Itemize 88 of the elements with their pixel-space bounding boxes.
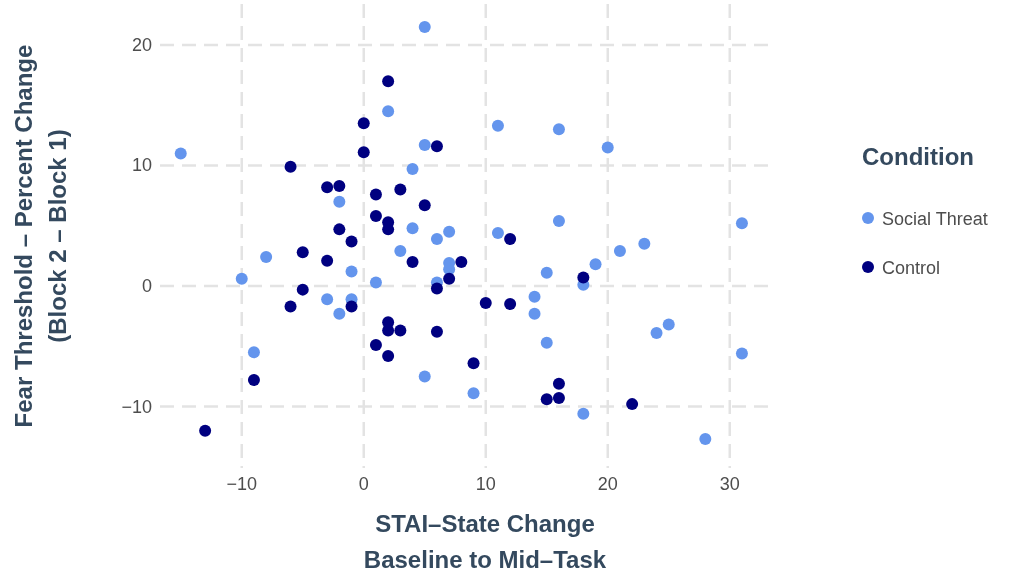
y-axis-title: Fear Threshold – Percent Change (Block 2 – Block 1) <box>10 44 71 428</box>
point <box>540 336 553 349</box>
point <box>699 433 712 446</box>
y-tick-label: 20 <box>131 34 152 55</box>
point <box>406 255 419 268</box>
point <box>345 300 358 313</box>
point <box>199 424 212 437</box>
x-tick-label: 20 <box>597 474 618 494</box>
point <box>552 214 565 227</box>
point <box>467 357 480 370</box>
point <box>540 393 553 406</box>
point <box>235 272 248 285</box>
point <box>479 296 492 309</box>
point <box>333 195 346 208</box>
point <box>430 325 443 338</box>
y-tick-label: 10 <box>131 155 152 176</box>
point <box>577 407 590 420</box>
legend-label: Social Threat <box>882 209 988 229</box>
point <box>382 75 395 88</box>
point <box>504 298 517 311</box>
point <box>650 327 663 340</box>
point <box>418 20 431 33</box>
point <box>247 346 260 359</box>
point <box>382 105 395 118</box>
point <box>455 255 468 268</box>
point <box>601 141 614 154</box>
point <box>369 210 382 223</box>
point <box>662 318 675 331</box>
point <box>369 339 382 352</box>
point <box>467 387 480 400</box>
point <box>528 290 541 303</box>
point <box>369 276 382 289</box>
y-tick-label: 0 <box>141 276 152 297</box>
point <box>443 225 456 238</box>
point <box>577 271 590 284</box>
point <box>552 377 565 390</box>
point <box>443 272 456 285</box>
point <box>626 398 639 411</box>
point <box>394 245 407 258</box>
point <box>540 266 553 279</box>
point <box>333 307 346 320</box>
point <box>430 233 443 246</box>
point <box>735 347 748 360</box>
point <box>638 237 651 250</box>
point <box>552 123 565 136</box>
x-tick-label: 0 <box>358 474 369 494</box>
x-tick-label: 30 <box>719 474 740 494</box>
point <box>613 245 626 258</box>
point <box>357 117 370 130</box>
point <box>296 246 309 259</box>
point <box>430 140 443 153</box>
y-tick-label: −10 <box>121 396 152 417</box>
point <box>333 179 346 192</box>
point <box>418 370 431 383</box>
x-axis-title: STAI–State Change Baseline to Mid–Task <box>363 510 607 573</box>
point <box>491 119 504 132</box>
point <box>406 163 419 176</box>
point <box>174 147 187 160</box>
point <box>284 300 297 313</box>
point <box>382 349 395 362</box>
point <box>345 235 358 248</box>
point <box>504 233 517 246</box>
point <box>247 374 260 387</box>
point <box>333 223 346 236</box>
point <box>552 392 565 405</box>
point <box>406 222 419 235</box>
point <box>321 293 334 306</box>
point <box>394 324 407 337</box>
x-tick-label: −10 <box>226 474 258 494</box>
point <box>321 254 334 267</box>
point <box>735 217 748 230</box>
point <box>369 188 382 201</box>
point <box>260 251 273 264</box>
point <box>284 160 297 173</box>
legend-title: Condition <box>862 143 974 170</box>
x-tick-label: 10 <box>475 474 496 494</box>
point <box>418 199 431 212</box>
point <box>528 307 541 320</box>
point <box>345 265 358 278</box>
point <box>491 226 504 239</box>
point <box>357 146 370 159</box>
point <box>394 183 407 196</box>
point <box>430 282 443 295</box>
legend-label: Control <box>882 258 941 278</box>
point <box>418 139 431 152</box>
point <box>589 258 602 271</box>
point <box>321 181 334 194</box>
point <box>296 283 309 296</box>
